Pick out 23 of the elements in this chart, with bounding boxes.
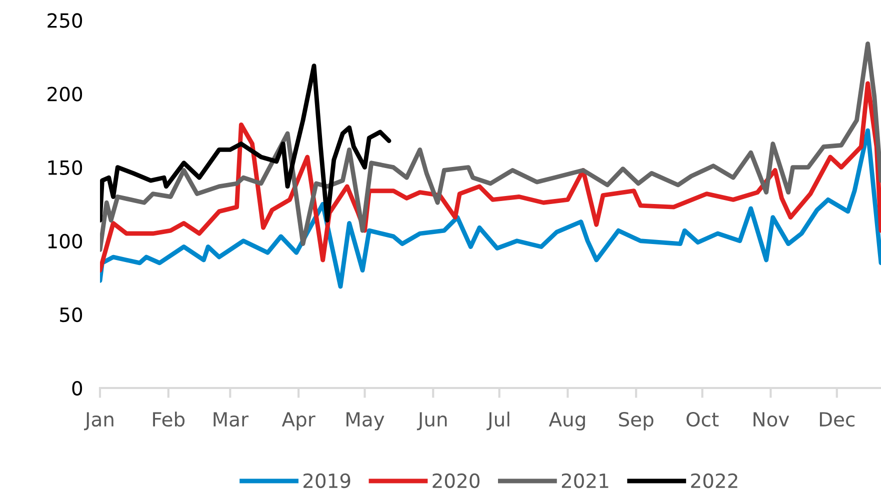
y-tick-label: 0 bbox=[72, 380, 82, 396]
x-tick-label: Jan bbox=[84, 412, 114, 430]
x-tick-label: Oct bbox=[686, 412, 719, 427]
y-tick-label: 50 bbox=[60, 307, 82, 322]
x-tick-label: Aug bbox=[548, 412, 585, 430]
x-tick-label: Sep bbox=[619, 412, 654, 430]
y-tick-label: 200 bbox=[48, 86, 82, 102]
x-tick-label: Mar bbox=[214, 412, 249, 427]
legend-label: 2019 bbox=[304, 473, 350, 488]
y-tick-label: 100 bbox=[48, 234, 82, 249]
line-series bbox=[100, 64, 392, 223]
y-tick-label: 250 bbox=[48, 13, 82, 28]
x-tick-label: Nov bbox=[754, 412, 790, 427]
x-tick-label: Jun bbox=[416, 412, 447, 430]
x-tick-label: Dec bbox=[820, 412, 854, 427]
x-tick-label: May bbox=[346, 412, 384, 430]
legend-label: 2021 bbox=[562, 473, 608, 488]
x-tick-label: Jul bbox=[486, 412, 510, 430]
x-tick-label: Feb bbox=[153, 412, 185, 427]
legend-label: 2020 bbox=[432, 473, 480, 488]
x-tick-label: Apr bbox=[282, 412, 316, 430]
legend-label: 2022 bbox=[691, 473, 738, 488]
y-tick-label: 150 bbox=[48, 160, 82, 175]
